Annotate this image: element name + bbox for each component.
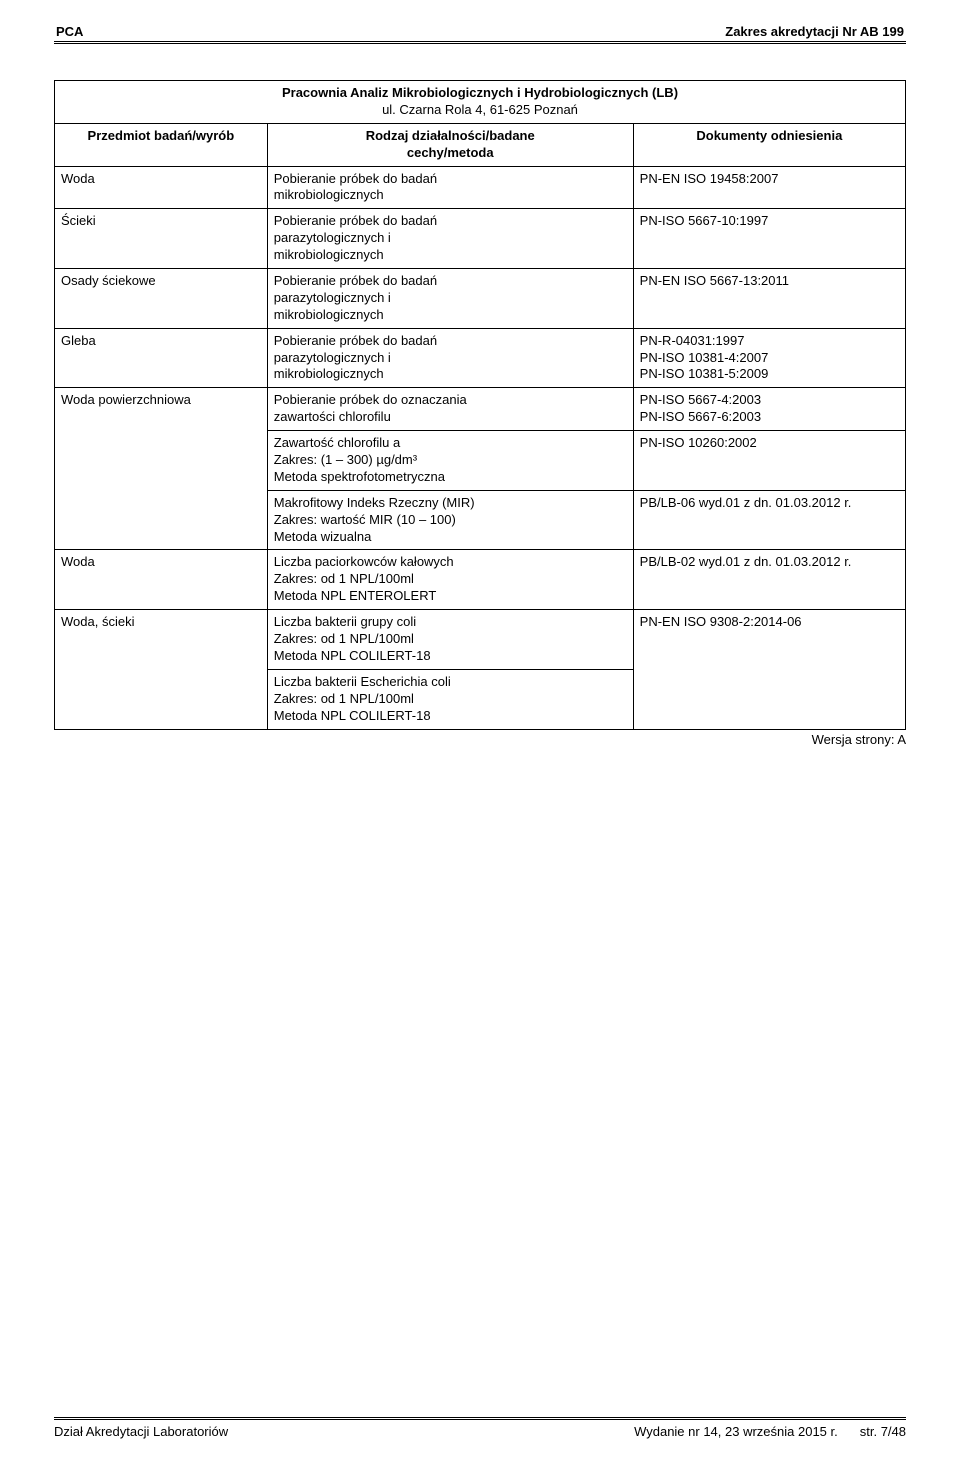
- table-row: GlebaPobieranie próbek do badańparazytol…: [55, 328, 906, 388]
- cell-method: Pobieranie próbek do badańparazytologicz…: [267, 269, 633, 329]
- cell-method: Liczba bakterii grupy coliZakres: od 1 N…: [267, 610, 633, 670]
- header-method: Rodzaj działalności/badanecechy/metoda: [267, 123, 633, 166]
- cell-doc: PN-ISO 5667-10:1997: [633, 209, 905, 269]
- cell-subject: Ścieki: [55, 209, 268, 269]
- cell-doc: PN-ISO 5667-4:2003PN-ISO 5667-6:2003: [633, 388, 905, 431]
- cell-subject: Woda: [55, 550, 268, 610]
- cell-subject: Woda, ścieki: [55, 610, 268, 729]
- cell-method: Makrofitowy Indeks Rzeczny (MIR)Zakres: …: [267, 490, 633, 550]
- cell-doc: PN-ISO 10260:2002: [633, 431, 905, 491]
- table-row: Osady ściekowePobieranie próbek do badań…: [55, 269, 906, 329]
- footer-right: str. 7/48: [860, 1424, 906, 1439]
- cell-doc: PN-EN ISO 19458:2007: [633, 166, 905, 209]
- cell-subject: Woda powierzchniowa: [55, 388, 268, 550]
- accreditation-table: Pracownia Analiz Mikrobiologicznych i Hy…: [54, 80, 906, 730]
- page-footer: Dział Akredytacji Laboratoriów Wydanie n…: [54, 1417, 906, 1439]
- header-doc: Dokumenty odniesienia: [633, 123, 905, 166]
- cell-method: Liczba bakterii Escherichia coliZakres: …: [267, 669, 633, 729]
- table-row: Woda, ściekiLiczba bakterii grupy coliZa…: [55, 610, 906, 670]
- footer-mid: Wydanie nr 14, 23 września 2015 r.: [634, 1424, 838, 1439]
- header-subject: Przedmiot badań/wyrób: [55, 123, 268, 166]
- cell-subject: Woda: [55, 166, 268, 209]
- footer-left: Dział Akredytacji Laboratoriów: [54, 1424, 228, 1439]
- header-rule: [54, 41, 906, 44]
- table-row: WodaPobieranie próbek do badańmikrobiolo…: [55, 166, 906, 209]
- table-row: WodaLiczba paciorkowców kałowychZakres: …: [55, 550, 906, 610]
- cell-method: Pobieranie próbek do badańparazytologicz…: [267, 209, 633, 269]
- cell-method: Pobieranie próbek do badańmikrobiologicz…: [267, 166, 633, 209]
- cell-subject: Osady ściekowe: [55, 269, 268, 329]
- cell-doc: PB/LB-02 wyd.01 z dn. 01.03.2012 r.: [633, 550, 905, 610]
- cell-doc: PN-EN ISO 5667-13:2011: [633, 269, 905, 329]
- cell-doc: PN-R-04031:1997PN-ISO 10381-4:2007PN-ISO…: [633, 328, 905, 388]
- header-left: PCA: [56, 24, 83, 39]
- cell-doc: PN-EN ISO 9308-2:2014-06: [633, 610, 905, 729]
- table-title: Pracownia Analiz Mikrobiologicznych i Hy…: [55, 81, 906, 124]
- cell-method: Zawartość chlorofilu aZakres: (1 – 300) …: [267, 431, 633, 491]
- footer-rule: [54, 1417, 906, 1420]
- table-row: ŚciekiPobieranie próbek do badańparazyto…: [55, 209, 906, 269]
- page-header: PCA Zakres akredytacji Nr AB 199: [54, 24, 906, 41]
- table-row: Woda powierzchniowaPobieranie próbek do …: [55, 388, 906, 431]
- cell-method: Pobieranie próbek do oznaczaniazawartośc…: [267, 388, 633, 431]
- cell-doc: PB/LB-06 wyd.01 z dn. 01.03.2012 r.: [633, 490, 905, 550]
- cell-method: Liczba paciorkowców kałowychZakres: od 1…: [267, 550, 633, 610]
- cell-method: Pobieranie próbek do badańparazytologicz…: [267, 328, 633, 388]
- version-label: Wersja strony: A: [54, 732, 906, 747]
- cell-subject: Gleba: [55, 328, 268, 388]
- header-right: Zakres akredytacji Nr AB 199: [725, 24, 904, 39]
